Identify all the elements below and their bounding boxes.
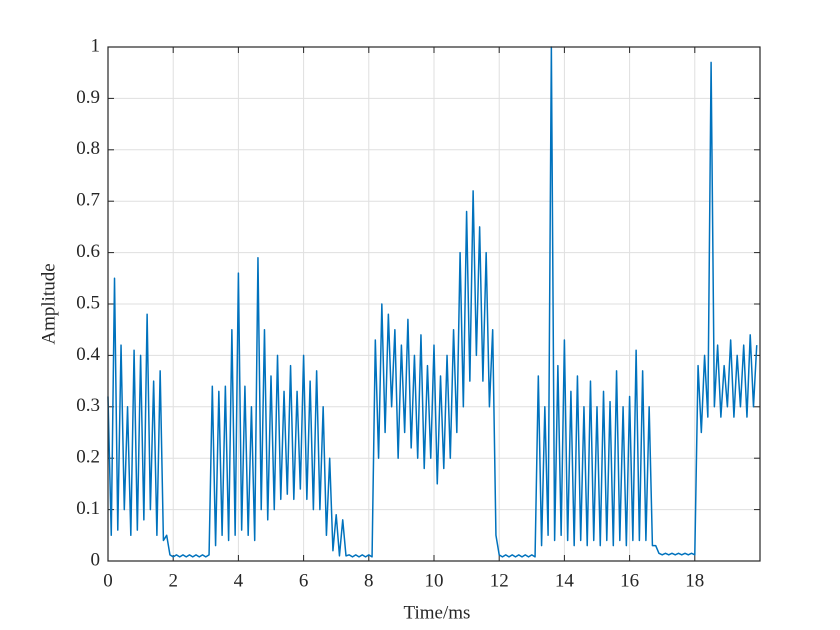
- x-tick-label: 10: [425, 570, 444, 591]
- x-tick-label: 14: [555, 570, 575, 591]
- x-axis-label: Time/ms: [404, 602, 471, 623]
- x-tick-label: 4: [234, 570, 244, 591]
- y-tick-label: 0.8: [76, 138, 100, 159]
- y-tick-label: 0.4: [76, 344, 100, 365]
- plot-frame: [107, 46, 761, 562]
- y-tick-label: 0: [91, 549, 101, 570]
- x-tick-label: 0: [103, 570, 113, 591]
- x-tick-label: 12: [490, 570, 509, 591]
- x-tick-label: 2: [168, 570, 178, 591]
- y-tick-label: 0.5: [76, 292, 100, 313]
- y-tick-label: 0.1: [76, 498, 100, 519]
- y-tick-label: 0.9: [76, 87, 100, 108]
- y-tick-label: 0.3: [76, 395, 100, 416]
- y-tick-label: 1: [91, 35, 101, 56]
- x-tick-label: 6: [299, 570, 309, 591]
- y-tick-label: 0.7: [76, 190, 100, 211]
- y-tick-label: 0.6: [76, 241, 100, 262]
- y-tick-label: 0.2: [76, 447, 100, 468]
- line-series: [107, 46, 758, 558]
- x-tick-label: 8: [364, 570, 374, 591]
- x-tick-label: 18: [685, 570, 704, 591]
- x-tick-label: 16: [620, 570, 639, 591]
- y-axis-label: Amplitude: [38, 263, 59, 344]
